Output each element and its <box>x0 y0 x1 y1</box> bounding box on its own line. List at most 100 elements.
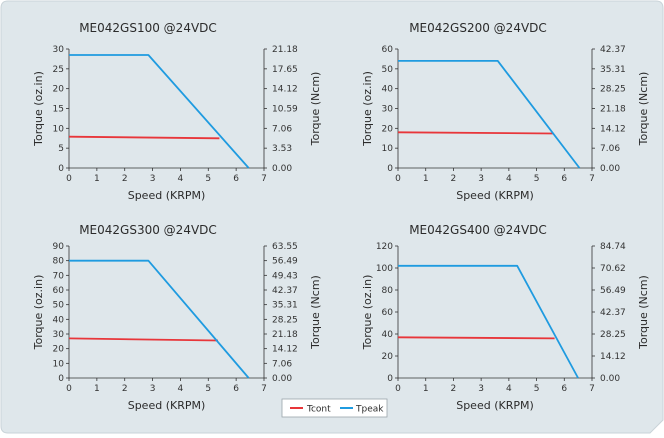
x-tick-label: 6 <box>233 174 239 184</box>
y-tick-label: 30 <box>382 105 394 115</box>
chart-title: ME042GS100 @24VDC <box>79 21 217 35</box>
series-line-tpeak <box>69 54 250 169</box>
y-tick-label: 10 <box>53 359 65 369</box>
x-tick-label: 2 <box>122 174 128 184</box>
x-tick-label: 5 <box>205 174 211 184</box>
y-axis-label: Torque (oz.in) <box>361 71 374 147</box>
x-tick-label: 5 <box>534 384 540 394</box>
x-axis-label: Speed (KRPM) <box>128 399 206 412</box>
legend-tpeak-label: Tpeak <box>355 405 384 415</box>
y-tick-label: 20 <box>382 124 394 134</box>
y2-tick-label: 49.43 <box>272 271 298 281</box>
y-tick-label: 50 <box>53 301 65 311</box>
x-tick-label: 4 <box>506 174 512 184</box>
y-tick-label: 40 <box>53 315 65 325</box>
series-line-tpeak <box>69 259 250 379</box>
x-tick-label: 1 <box>423 384 429 394</box>
series-line-tpeak <box>398 264 579 379</box>
y2-tick-label: 42.37 <box>600 45 626 55</box>
x-tick-label: 1 <box>423 174 429 184</box>
x-tick-label: 3 <box>150 384 156 394</box>
y-axis-label: Torque (oz.in) <box>32 275 45 351</box>
y2-tick-label: 14.12 <box>272 345 298 355</box>
y-tick-label: 60 <box>382 308 394 318</box>
y2-tick-label: 21.18 <box>272 330 298 340</box>
chart-title: ME042GS300 @24VDC <box>79 223 217 237</box>
y-tick-label: 100 <box>376 264 393 274</box>
y2-tick-label: 0.00 <box>272 374 292 384</box>
y2-tick-label: 56.49 <box>272 257 298 267</box>
y2-axis-label: Torque (Ncm) <box>637 72 650 147</box>
x-tick-label: 3 <box>478 174 484 184</box>
y-tick-label: 0 <box>387 374 393 384</box>
chart-me042gs100-24vdc: ME042GS100 @24VDC 0 1 2 3 4 5 6 7 0 5 10 15 20 25 30 0.0… <box>32 21 322 202</box>
y-tick-label: 25 <box>53 65 64 75</box>
x-tick-label: 3 <box>478 384 484 394</box>
y2-tick-label: 42.37 <box>600 308 626 318</box>
y-tick-label: 20 <box>382 352 394 362</box>
y-tick-label: 0 <box>58 374 64 384</box>
chart-title: ME042GS400 @24VDC <box>409 223 547 237</box>
x-tick-label: 0 <box>395 174 401 184</box>
x-axis-label: Speed (KRPM) <box>128 189 206 202</box>
chart-me042gs400-24vdc: ME042GS400 @24VDC 0 1 2 3 4 5 6 7 0 20 40 60 80 100 120… <box>361 223 650 412</box>
y2-tick-label: 0.00 <box>600 164 620 174</box>
y2-tick-label: 14.12 <box>600 124 626 134</box>
y-tick-label: 20 <box>53 345 65 355</box>
y-tick-label: 80 <box>382 286 394 296</box>
y-tick-label: 5 <box>58 144 64 154</box>
chart-me042gs200-24vdc: ME042GS200 @24VDC 0 1 2 3 4 5 6 7 0 10 20 30 40 50 60 0.… <box>361 21 650 202</box>
y-tick-label: 0 <box>58 164 64 174</box>
y2-tick-label: 3.53 <box>272 144 292 154</box>
x-tick-label: 2 <box>122 384 128 394</box>
x-tick-label: 1 <box>94 384 100 394</box>
y-tick-label: 10 <box>382 144 394 154</box>
x-tick-label: 0 <box>395 384 401 394</box>
y2-tick-label: 84.74 <box>600 242 626 252</box>
y2-axis-label: Torque (Ncm) <box>309 72 322 147</box>
x-tick-label: 3 <box>150 174 156 184</box>
y2-tick-label: 70.62 <box>600 264 626 274</box>
y2-tick-label: 17.65 <box>272 65 298 75</box>
series-line-tcont <box>68 135 220 140</box>
y2-tick-label: 14.12 <box>272 85 298 95</box>
y2-tick-label: 7.06 <box>600 144 620 154</box>
y-tick-label: 40 <box>382 85 394 95</box>
y-tick-label: 90 <box>53 242 65 252</box>
y2-tick-label: 56.49 <box>600 286 626 296</box>
y2-tick-label: 42.37 <box>272 286 298 296</box>
y-tick-label: 70 <box>53 271 65 281</box>
y-axis-label: Torque (oz.in) <box>361 275 374 351</box>
x-tick-label: 5 <box>205 384 211 394</box>
y2-tick-label: 7.06 <box>272 359 292 369</box>
series-line-tcont <box>397 336 555 340</box>
y2-tick-label: 7.06 <box>272 124 292 134</box>
x-tick-label: 4 <box>178 174 184 184</box>
x-tick-label: 5 <box>534 174 540 184</box>
y-tick-label: 80 <box>53 257 65 267</box>
x-tick-label: 4 <box>178 384 184 394</box>
y-tick-label: 30 <box>53 45 65 55</box>
x-axis-label: Speed (KRPM) <box>456 399 534 412</box>
y-tick-label: 50 <box>382 65 394 75</box>
x-tick-label: 7 <box>589 384 595 394</box>
series-line-tcont <box>397 131 554 135</box>
y-tick-label: 40 <box>382 330 394 340</box>
y-tick-label: 20 <box>53 85 65 95</box>
y-axis-label: Torque (oz.in) <box>32 71 45 147</box>
series-line-tpeak <box>398 60 581 169</box>
x-tick-label: 0 <box>66 174 72 184</box>
y-tick-label: 30 <box>53 330 65 340</box>
legend: Tcont Tpeak <box>281 398 388 418</box>
x-axis-label: Speed (KRPM) <box>456 189 534 202</box>
x-tick-label: 4 <box>506 384 512 394</box>
x-tick-label: 7 <box>261 174 267 184</box>
x-tick-label: 7 <box>261 384 267 394</box>
y2-tick-label: 14.12 <box>600 352 626 362</box>
y2-tick-label: 28.25 <box>272 315 298 325</box>
